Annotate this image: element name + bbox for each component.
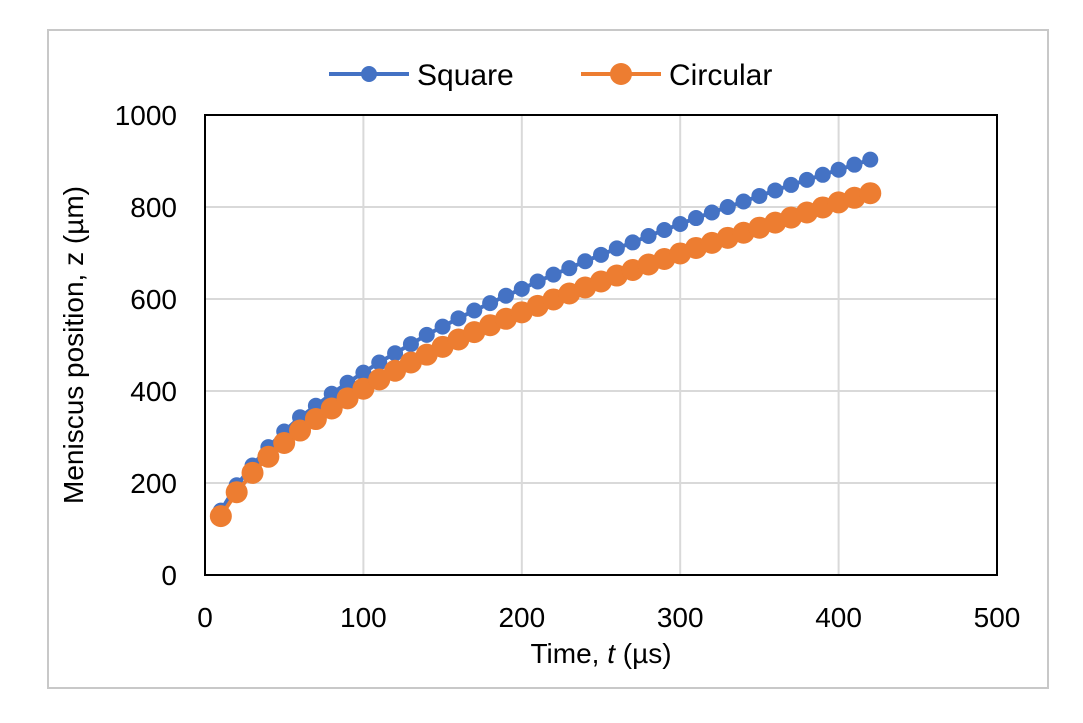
data-point: [355, 364, 372, 381]
y-tick-label: 600: [130, 284, 177, 315]
data-point: [688, 210, 705, 227]
data-point: [859, 182, 882, 205]
data-point: [640, 227, 657, 244]
x-axis-label: Time, t (µs): [530, 638, 671, 669]
series-circular: [209, 182, 882, 528]
x-tick-label: 500: [974, 602, 1021, 633]
data-point: [719, 199, 736, 215]
data-point: [402, 336, 419, 353]
data-point: [798, 171, 815, 188]
data-point: [783, 176, 800, 193]
data-point: [225, 481, 248, 504]
y-tick-labels: 0 200 400 600 800 1000: [115, 100, 177, 591]
data-point: [209, 505, 232, 528]
data-point: [830, 161, 847, 178]
legend: Square Circular: [329, 59, 772, 92]
chart: 0 200 400 600 800 1000 0 100 200 300 400 500 Menis…: [58, 59, 1020, 669]
data-point: [672, 216, 689, 233]
legend-marker: [361, 66, 377, 82]
data-point: [656, 222, 673, 238]
data-point: [289, 419, 312, 442]
legend-item-square: Square: [329, 59, 514, 92]
plot-area: [204, 114, 998, 576]
data-point: [241, 461, 264, 484]
data-point: [434, 318, 451, 335]
legend-label: Circular: [669, 59, 772, 92]
x-tick-label: 0: [197, 602, 213, 633]
x-tick-label: 400: [815, 602, 862, 633]
y-tick-label: 200: [130, 468, 177, 499]
data-point: [767, 182, 784, 199]
data-point: [624, 234, 641, 251]
data-point: [529, 273, 546, 290]
x-tick-label: 300: [657, 602, 704, 633]
data-point: [371, 354, 388, 371]
data-point: [273, 431, 296, 454]
data-point: [751, 187, 768, 204]
series-line: [219, 191, 871, 518]
y-tick-label: 1000: [115, 100, 177, 131]
data-point: [593, 246, 609, 263]
series-layer: [209, 151, 882, 528]
y-axis-label: Meniscus position, z (µm): [58, 186, 89, 504]
data-point: [561, 260, 578, 277]
data-point: [323, 385, 340, 402]
y-tick-label: 0: [161, 560, 177, 591]
x-tick-label: 100: [340, 602, 387, 633]
data-point: [497, 287, 514, 304]
data-point: [320, 397, 343, 420]
data-point: [336, 387, 359, 410]
y-tick-label: 400: [130, 376, 177, 407]
data-point: [862, 151, 879, 168]
data-point: [608, 240, 625, 257]
data-point: [735, 193, 752, 210]
data-point: [545, 266, 562, 283]
legend-marker: [610, 63, 632, 85]
grid-lines: [204, 114, 998, 576]
y-tick-label: 800: [130, 192, 177, 223]
data-point: [482, 295, 499, 312]
data-point: [450, 310, 467, 327]
data-point: [339, 374, 356, 391]
data-point: [418, 326, 435, 343]
data-point: [466, 302, 483, 319]
data-point: [257, 445, 280, 468]
chart-frame: 0 200 400 600 800 1000 0 100 200 300 400 500 Menis…: [47, 29, 1049, 689]
x-tick-labels: 0 100 200 300 400 500: [197, 602, 1020, 633]
data-point: [703, 204, 720, 221]
data-point: [846, 156, 863, 173]
data-point: [814, 166, 831, 183]
data-point: [577, 253, 594, 270]
data-point: [304, 408, 327, 431]
legend-item-circular: Circular: [581, 59, 772, 92]
data-point: [513, 280, 530, 297]
x-tick-label: 200: [498, 602, 545, 633]
data-point: [387, 345, 404, 362]
legend-label: Square: [417, 59, 514, 92]
